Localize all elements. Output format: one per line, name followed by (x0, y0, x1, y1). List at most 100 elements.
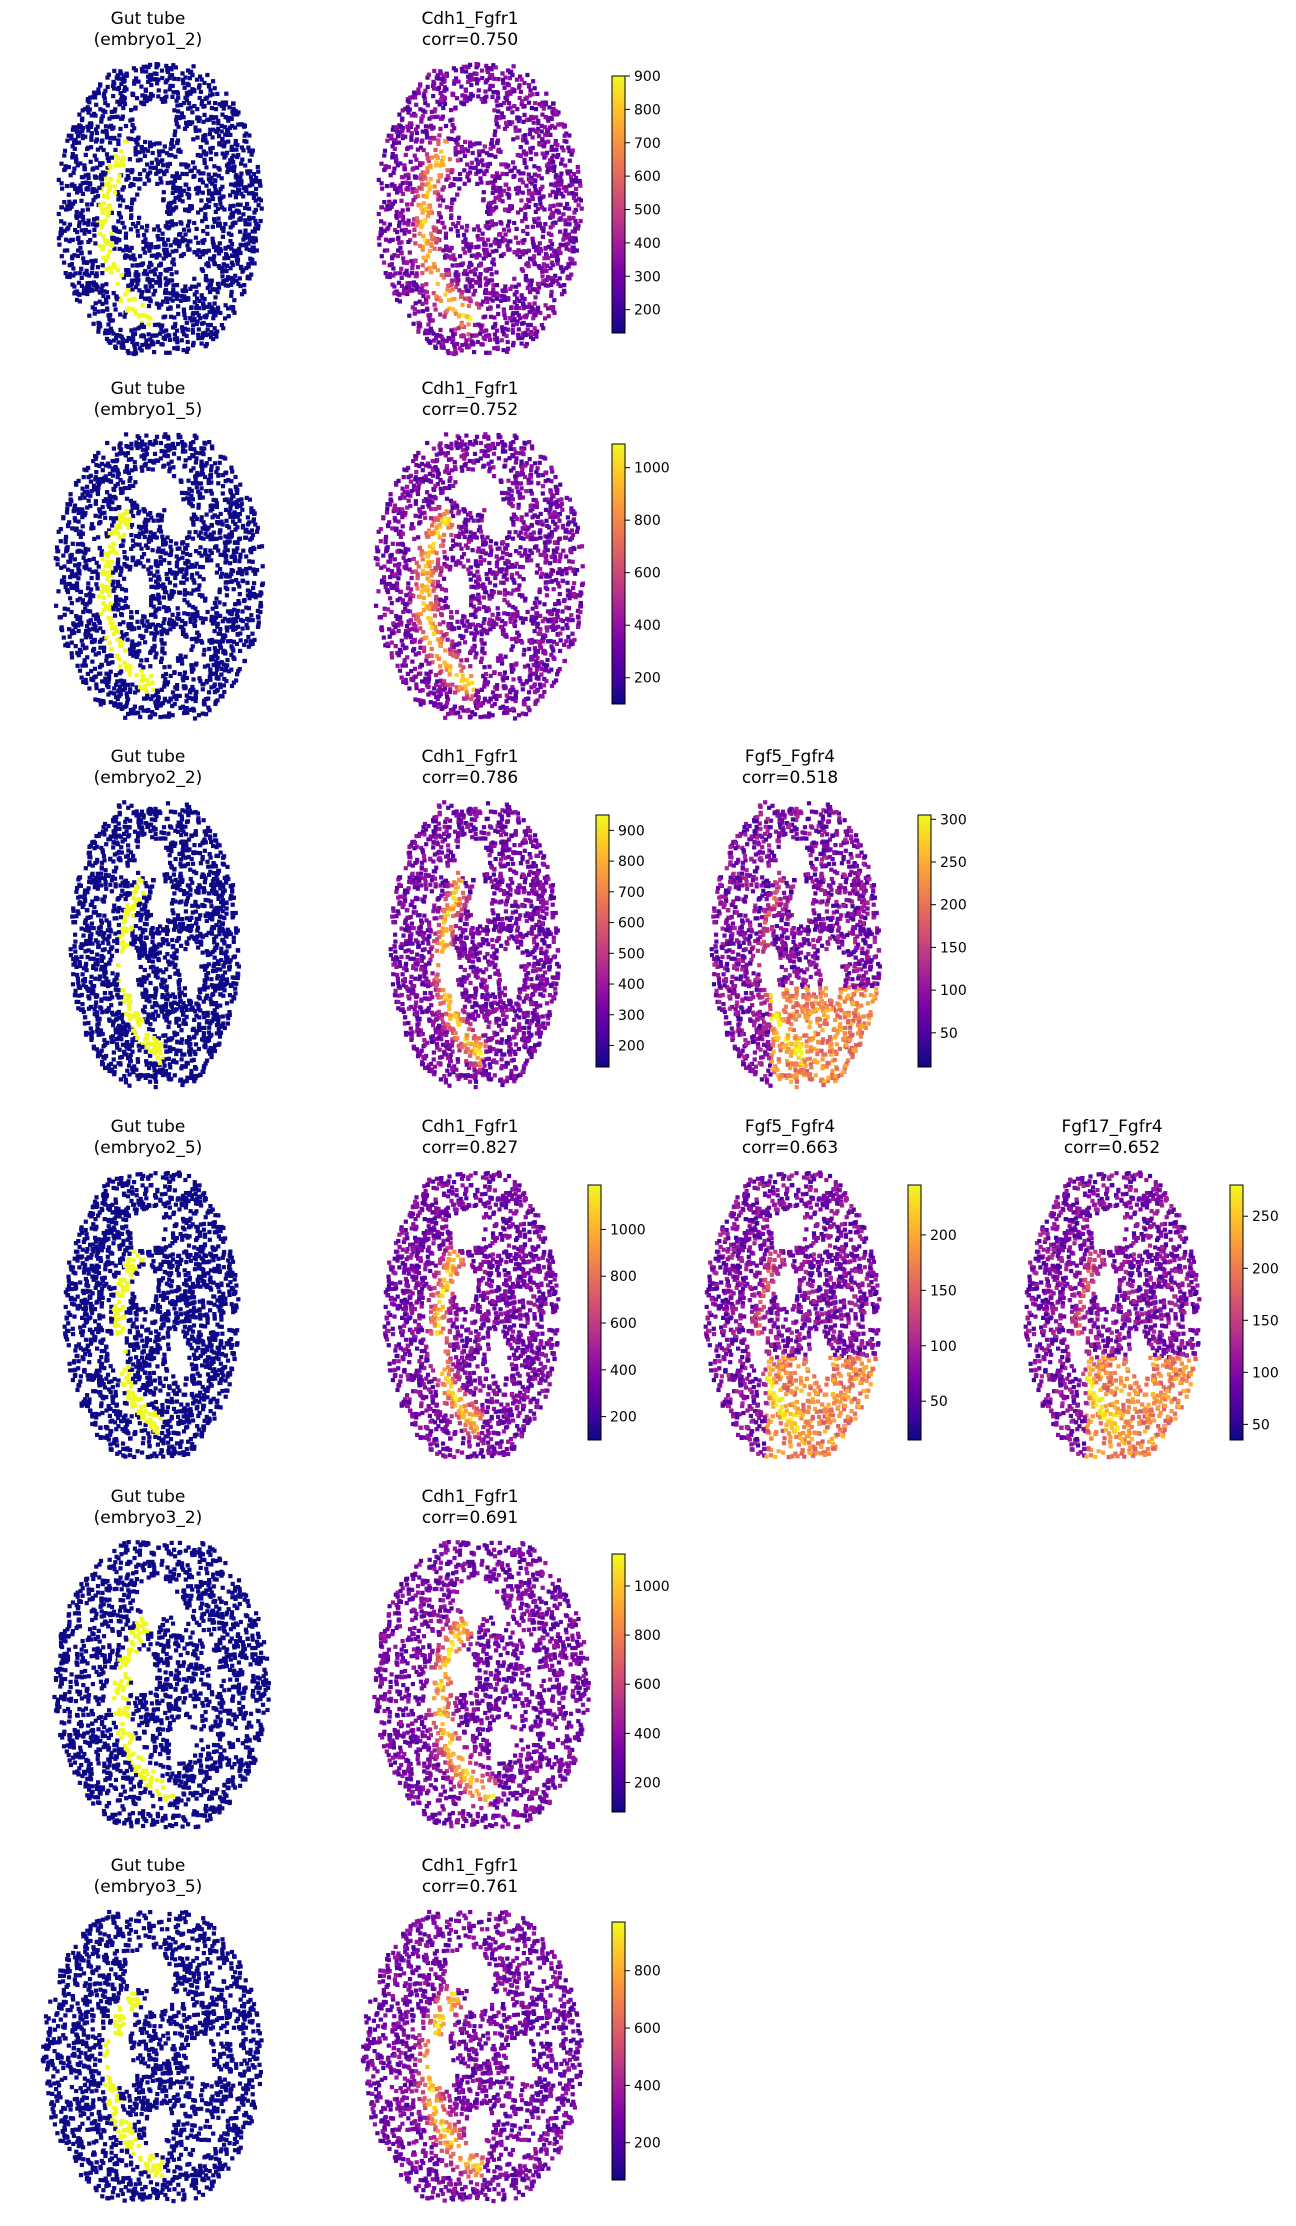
tissue-point (158, 659, 164, 664)
tissue-point (219, 571, 225, 576)
tissue-point (552, 298, 557, 303)
tissue-point (223, 667, 228, 672)
tissue-point (168, 291, 173, 296)
tissue-point (408, 182, 413, 187)
tissue-point (399, 211, 404, 216)
tissue-point (62, 200, 67, 205)
tissue-point (251, 567, 256, 572)
tissue-point (92, 675, 97, 680)
tissue-point (109, 329, 114, 334)
tissue-point (563, 206, 568, 211)
tissue-point (159, 623, 164, 628)
tissue-point (218, 310, 223, 315)
tissue-point (222, 256, 227, 261)
tissue-point (72, 291, 77, 296)
tissue-point (423, 88, 428, 93)
tissue-point (69, 585, 75, 590)
tissue-point (222, 268, 228, 273)
tissue-point (127, 668, 133, 673)
tissue-point (68, 173, 73, 178)
tissue-point (135, 158, 140, 163)
tissue-point (186, 695, 191, 701)
tissue-point (192, 89, 197, 94)
colorbar-tick-label: 900 (634, 69, 661, 85)
tissue-point (132, 176, 137, 182)
tissue-point (572, 261, 577, 266)
tissue-point (180, 439, 185, 445)
tissue-point (450, 92, 455, 98)
tissue-point (542, 207, 547, 212)
tissue-point (558, 229, 563, 234)
tissue-point (455, 341, 460, 347)
tissue-point (465, 174, 470, 179)
tissue-point (491, 186, 496, 191)
tissue-point (525, 72, 530, 78)
tissue-point (211, 662, 216, 668)
tissue-point (167, 617, 172, 622)
tissue-point (217, 102, 222, 107)
tissue-point (103, 676, 108, 681)
tissue-point (536, 173, 541, 178)
tissue-point (445, 174, 450, 179)
tissue-point (249, 272, 254, 277)
tissue-point (120, 341, 125, 346)
tissue-point (72, 253, 77, 258)
tissue-point (460, 342, 465, 348)
tissue-point (517, 83, 522, 88)
tissue-point (466, 178, 472, 183)
tissue-point (199, 341, 204, 346)
tissue-point (120, 187, 125, 192)
tissue-point (553, 273, 558, 278)
tissue-point (409, 202, 414, 207)
tissue-point (487, 153, 492, 158)
tissue-point (202, 215, 207, 220)
tissue-point (160, 299, 166, 304)
tissue-point (460, 93, 465, 98)
tissue-point (154, 280, 160, 285)
tissue-point (62, 575, 67, 580)
tissue-point (415, 124, 420, 129)
tissue-point (184, 567, 189, 572)
tissue-point (119, 81, 124, 86)
tissue-point (563, 188, 568, 193)
tissue-point (111, 546, 116, 551)
tissue-point (181, 332, 187, 337)
tissue-point (210, 236, 215, 241)
tissue-point (559, 145, 565, 150)
tissue-point (458, 254, 463, 259)
tissue-point (548, 158, 553, 163)
tissue-point (183, 75, 188, 80)
tissue-point (165, 209, 170, 215)
tissue-point (181, 100, 187, 106)
tissue-point (253, 238, 258, 243)
tissue-point (68, 502, 73, 507)
tissue-point (533, 295, 538, 300)
tissue-point (194, 549, 199, 554)
tissue-point (104, 336, 110, 341)
tissue-point (501, 289, 506, 294)
tissue-point (510, 343, 516, 348)
panel-title: Gut tube (111, 9, 186, 29)
tissue-point (219, 660, 224, 665)
tissue-point (503, 182, 508, 187)
tissue-point (522, 249, 527, 254)
tissue-point (155, 339, 160, 345)
tissue-point (549, 144, 554, 149)
tissue-point (184, 333, 189, 338)
tissue-point (509, 284, 515, 289)
tissue-point (436, 340, 441, 345)
tissue-point (217, 682, 223, 687)
tissue-point (422, 96, 427, 101)
tissue-point (112, 114, 118, 120)
tissue-point (147, 715, 152, 720)
tissue-point (478, 272, 483, 277)
tissue-point (134, 270, 139, 275)
tissue-point (67, 634, 72, 639)
tissue-point (182, 597, 187, 603)
tissue-point (488, 146, 493, 151)
tissue-point (453, 68, 458, 73)
tissue-point (86, 107, 91, 112)
tissue-point (409, 113, 414, 118)
tissue-point (490, 249, 495, 254)
tissue-point (406, 110, 411, 115)
